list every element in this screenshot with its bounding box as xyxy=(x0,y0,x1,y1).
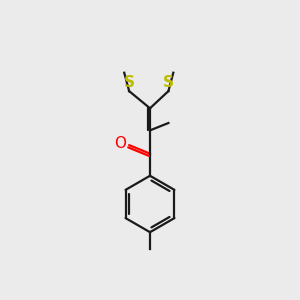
Text: O: O xyxy=(114,136,126,152)
Text: S: S xyxy=(124,75,135,90)
Text: S: S xyxy=(163,75,174,90)
